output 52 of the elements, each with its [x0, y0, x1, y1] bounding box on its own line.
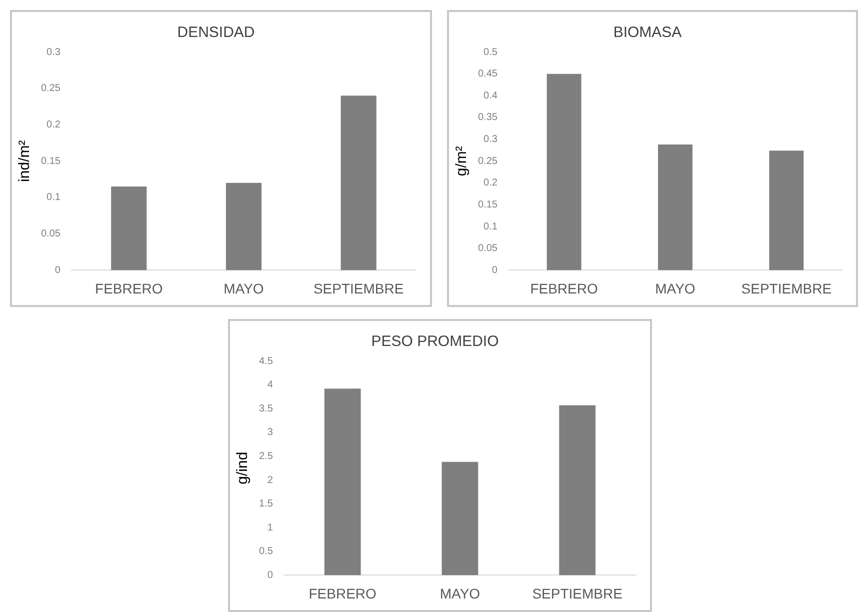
y-tick-label: 0.2 — [46, 119, 61, 130]
bar — [340, 96, 376, 270]
y-tick-label: 0 — [492, 264, 498, 276]
y-tick-label: 0.35 — [478, 112, 498, 124]
x-tick-label: FEBRERO — [530, 280, 598, 296]
y-tick-label: 0.1 — [484, 221, 498, 232]
x-tick-label: SEPTIEMBRE — [532, 585, 622, 602]
y-tick-label: 0.05 — [40, 228, 61, 240]
bar — [559, 405, 596, 576]
y-tick-label: 0.45 — [478, 68, 498, 80]
y-tick-label: 2.5 — [258, 450, 274, 462]
x-tick-label: SEPTIEMBRE — [741, 280, 832, 296]
y-axis-title: g/m² — [453, 146, 470, 176]
y-tick-label: 0.25 — [478, 156, 498, 167]
chart-title: DENSIDAD — [177, 24, 255, 42]
bar — [658, 144, 692, 270]
x-tick-label: FEBRERO — [95, 280, 163, 296]
y-tick-label: 0.05 — [478, 243, 498, 254]
bar — [324, 388, 361, 576]
x-tick-label: SEPTIEMBRE — [313, 280, 404, 296]
y-tick-label: 2 — [267, 474, 274, 486]
y-axis-title: g/ind — [234, 452, 252, 484]
chart-title: PESO PROMEDIO — [371, 333, 499, 350]
y-tick-label: 3.5 — [258, 403, 274, 414]
chart-title: BIOMASA — [613, 24, 682, 42]
y-tick-label: 0.4 — [484, 90, 498, 102]
y-tick-label: 1.5 — [258, 498, 274, 510]
y-tick-label: 4 — [267, 380, 274, 391]
y-tick-label: 0 — [267, 570, 274, 581]
x-tick-label: FEBRERO — [308, 585, 377, 602]
y-tick-label: 3 — [267, 427, 274, 438]
bar — [226, 182, 262, 270]
bar — [546, 74, 582, 270]
bar — [442, 462, 478, 576]
y-axis-title: ind/m² — [16, 140, 34, 182]
x-tick-label: MAYO — [440, 585, 480, 602]
bar — [769, 150, 804, 270]
y-tick-label: 0.1 — [46, 192, 61, 204]
y-tick-label: 0.5 — [258, 546, 274, 558]
y-tick-label: 0.2 — [484, 178, 498, 189]
x-tick-label: MAYO — [224, 280, 264, 296]
y-tick-label: 0.15 — [40, 156, 61, 167]
y-tick-label: 0.25 — [40, 83, 61, 94]
y-tick-label: 0 — [54, 264, 61, 276]
y-tick-label: 0.5 — [484, 46, 498, 58]
y-tick-label: 4.5 — [258, 356, 274, 367]
x-tick-label: MAYO — [655, 280, 696, 296]
y-tick-label: 0.15 — [478, 199, 498, 210]
bar — [111, 186, 147, 270]
y-tick-label: 0.3 — [484, 134, 498, 146]
y-tick-label: 1 — [267, 522, 274, 534]
y-tick-label: 0.3 — [46, 46, 61, 58]
